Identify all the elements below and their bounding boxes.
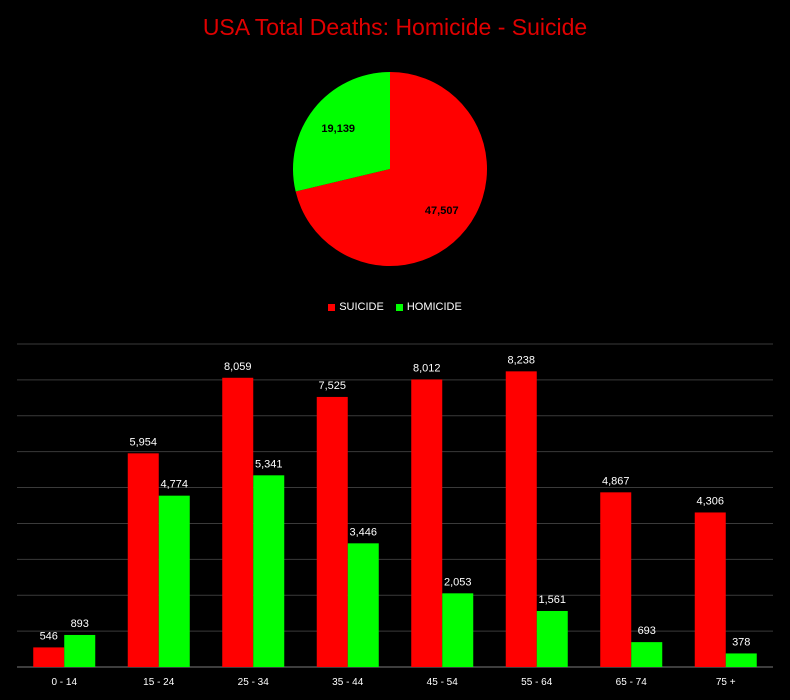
- pie-slice-suicide: [295, 72, 488, 266]
- data-label-homicide: 4,774: [160, 479, 188, 491]
- data-label-suicide: 8,059: [224, 361, 252, 373]
- bar-suicide: [694, 512, 726, 667]
- bar-suicide: [505, 371, 537, 667]
- bar-suicide: [222, 377, 254, 667]
- data-label-homicide: 893: [71, 618, 89, 630]
- data-label-suicide: 8,238: [507, 354, 535, 366]
- bar-suicide: [316, 396, 348, 667]
- bar-homicide: [158, 495, 190, 667]
- pie-slice-homicide: [293, 72, 390, 192]
- data-label-homicide: 378: [732, 636, 750, 648]
- chart-title: USA Total Deaths: Homicide - Suicide: [202, 14, 588, 40]
- data-label-suicide: 546: [40, 630, 58, 642]
- bar-suicide: [411, 379, 443, 667]
- data-label-homicide: 693: [638, 625, 656, 637]
- legend: SUICIDE HOMICIDE: [0, 301, 790, 313]
- x-tick-label: 45 - 54: [427, 677, 459, 688]
- legend-swatch-suicide: [328, 303, 336, 311]
- bar-homicide: [442, 593, 474, 667]
- data-label-homicide: 3,446: [349, 526, 377, 538]
- data-label-homicide: 1,561: [538, 594, 566, 606]
- bar-homicide: [347, 543, 379, 667]
- data-label-suicide: 8,012: [413, 362, 441, 374]
- data-label-homicide: 2,053: [444, 576, 472, 588]
- bar-homicide: [631, 642, 663, 667]
- data-label-suicide: 4,306: [696, 495, 724, 507]
- legend-label-suicide: SUICIDE: [339, 301, 384, 313]
- legend-item-suicide: SUICIDE: [328, 301, 384, 313]
- bar-homicide: [253, 475, 285, 667]
- bar-suicide: [33, 647, 65, 667]
- bar-suicide: [600, 492, 632, 667]
- data-label-suicide: 5,954: [129, 436, 157, 448]
- data-label-suicide: 7,525: [318, 380, 346, 392]
- bar-homicide: [64, 634, 96, 667]
- x-tick-label: 0 - 14: [51, 677, 77, 688]
- pie-label-homicide: 19,139: [321, 123, 355, 135]
- bar-homicide: [725, 653, 757, 667]
- pie-label-suicide: 47,507: [425, 205, 459, 217]
- x-tick-label: 55 - 64: [521, 677, 553, 688]
- legend-label-homicide: HOMICIDE: [406, 301, 462, 313]
- data-label-suicide: 4,867: [602, 475, 630, 487]
- x-tick-label: 75 +: [716, 677, 736, 688]
- bar-homicide: [536, 610, 568, 667]
- data-label-homicide: 5,341: [255, 458, 283, 470]
- legend-item-homicide: HOMICIDE: [395, 301, 462, 313]
- x-tick-label: 65 - 74: [616, 677, 648, 688]
- x-tick-label: 25 - 34: [238, 677, 270, 688]
- legend-swatch-homicide: [395, 303, 403, 311]
- x-tick-label: 15 - 24: [143, 677, 175, 688]
- x-tick-label: 35 - 44: [332, 677, 364, 688]
- bar-suicide: [127, 453, 159, 667]
